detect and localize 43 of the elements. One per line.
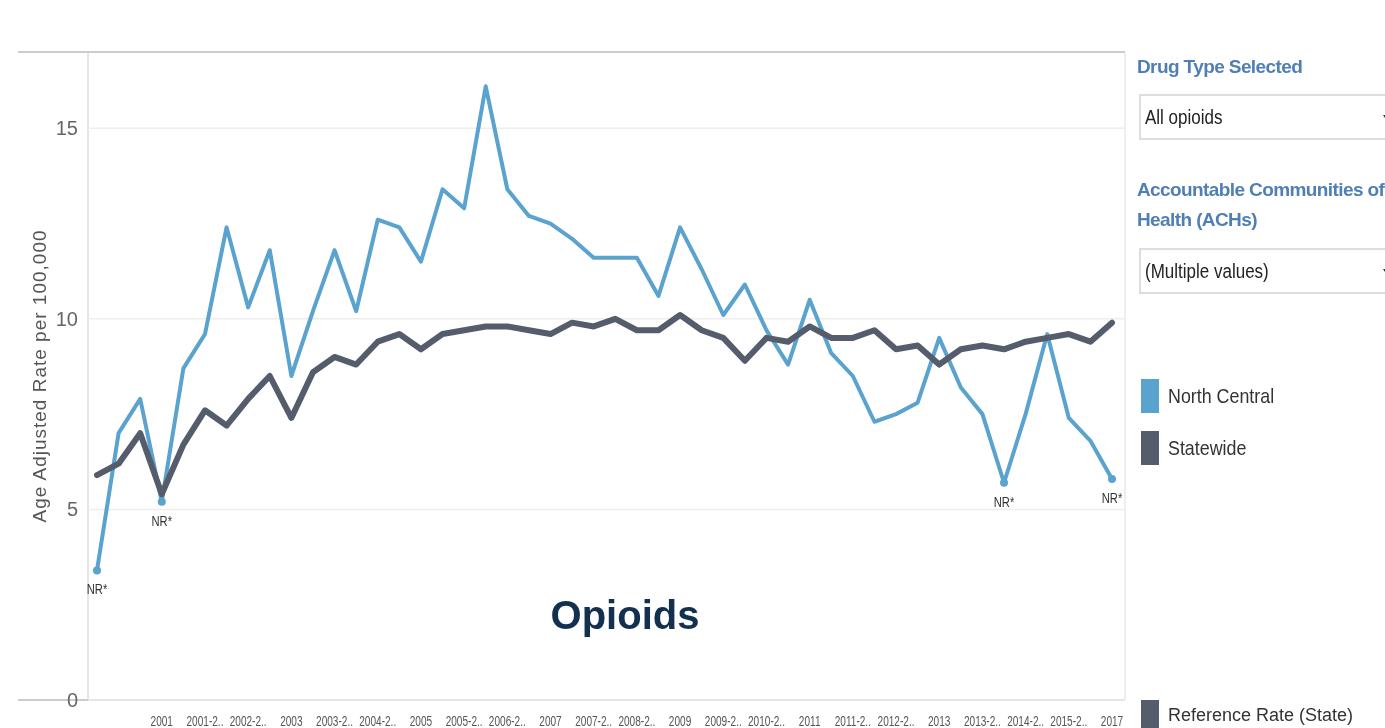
x-tick-label: 2008-2.. — [618, 713, 656, 728]
x-tick-label: 2003 — [280, 713, 303, 728]
x-tick-label: 2017 — [1100, 713, 1124, 728]
text: Accountable Communities of Health (ACHs) — [1137, 178, 1385, 232]
x-tick-label: 2015-2.. — [1050, 713, 1088, 728]
x-tick-label: 2005-2.. — [445, 713, 483, 728]
x-tick-label: 2007-2.. — [575, 713, 613, 728]
text: All opioids — [1145, 106, 1223, 129]
x-tick-label: 2013-2.. — [963, 713, 1001, 728]
x-tick-label: 2011-2.. — [834, 713, 871, 728]
x-tick-label: 2007 — [539, 713, 562, 728]
legend-label: Statewide — [1168, 436, 1247, 460]
x-tick-label: 2003-2.. — [316, 713, 354, 728]
data-label: NR* — [993, 494, 1015, 511]
y-tick-label: 0 — [66, 689, 78, 711]
y-tick-label: 10 — [55, 307, 78, 330]
y-tick-label: 5 — [66, 498, 78, 521]
x-tick-label: 2002-2.. — [229, 713, 267, 728]
text: Opioids — [550, 593, 700, 637]
x-tick-label: 2010-2.. — [747, 713, 785, 728]
y-axis-title: Age Adjusted Rate per 100,000 — [29, 229, 50, 523]
x-tick-label: 2006-2.. — [488, 713, 526, 728]
x-tick-label: 2013 — [928, 713, 951, 728]
x-tick-label: 2005 — [409, 713, 433, 728]
x-tick-label: 2011 — [798, 713, 821, 728]
point — [1108, 474, 1116, 483]
point — [157, 497, 166, 506]
x-tick-label: 2014-2.. — [1007, 713, 1045, 728]
x-tick-label: 2009 — [668, 713, 692, 728]
data-label: NR* — [1101, 490, 1123, 507]
data-label: NR* — [151, 513, 173, 530]
y-tick-label: 15 — [55, 117, 78, 140]
legend-label: North Central — [1168, 384, 1275, 408]
x-tick-label: 2012-2.. — [877, 713, 915, 728]
text: Drug Type Selected — [1137, 55, 1304, 79]
point — [93, 566, 101, 575]
x-tick-label: 2004-2.. — [359, 713, 397, 728]
x-tick-label: 2009-2.. — [704, 713, 742, 728]
data-label: NR* — [86, 582, 108, 598]
text: (Multiple values) — [1145, 260, 1269, 283]
x-tick-label: 2001 — [150, 713, 174, 728]
text: Reference Rate (State) — [1168, 704, 1354, 726]
x-tick-label: 2001-2.. — [186, 713, 224, 728]
